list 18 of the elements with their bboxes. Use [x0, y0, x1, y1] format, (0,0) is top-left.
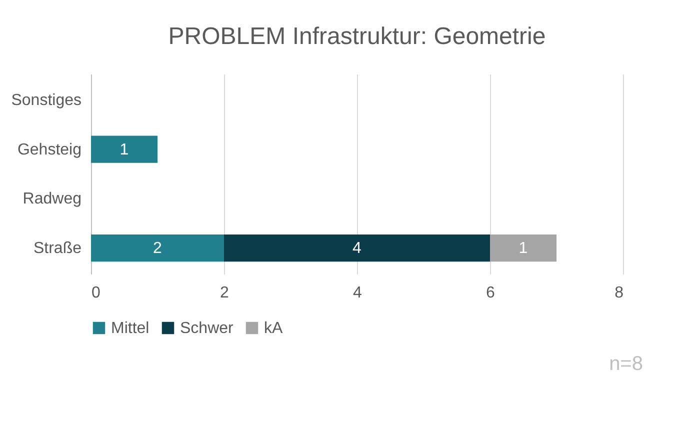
legend-label: Mittel — [111, 320, 150, 337]
legend-label: Schwer — [180, 320, 234, 337]
y-tick-label: Straße — [33, 240, 82, 258]
x-tick-label: 0 — [92, 284, 100, 302]
y-tick-label: Radweg — [22, 190, 82, 208]
x-tick-label: 8 — [614, 284, 624, 302]
x-tick-label: 4 — [353, 284, 362, 302]
y-tick-label: Gehsteig — [17, 141, 82, 158]
data-label: 1 — [120, 141, 129, 158]
data-label: 2 — [153, 240, 162, 258]
x-tick-label: 6 — [486, 284, 496, 302]
chart-title: PROBLEM Infrastruktur: Geometrie — [168, 23, 546, 50]
text: n=8 — [609, 353, 643, 375]
x-tick-label: 2 — [220, 284, 230, 302]
legend-label: kA — [264, 320, 283, 337]
y-tick-label: Sonstiges — [11, 92, 82, 109]
data-label: 1 — [518, 240, 528, 258]
data-label: 4 — [352, 240, 362, 258]
